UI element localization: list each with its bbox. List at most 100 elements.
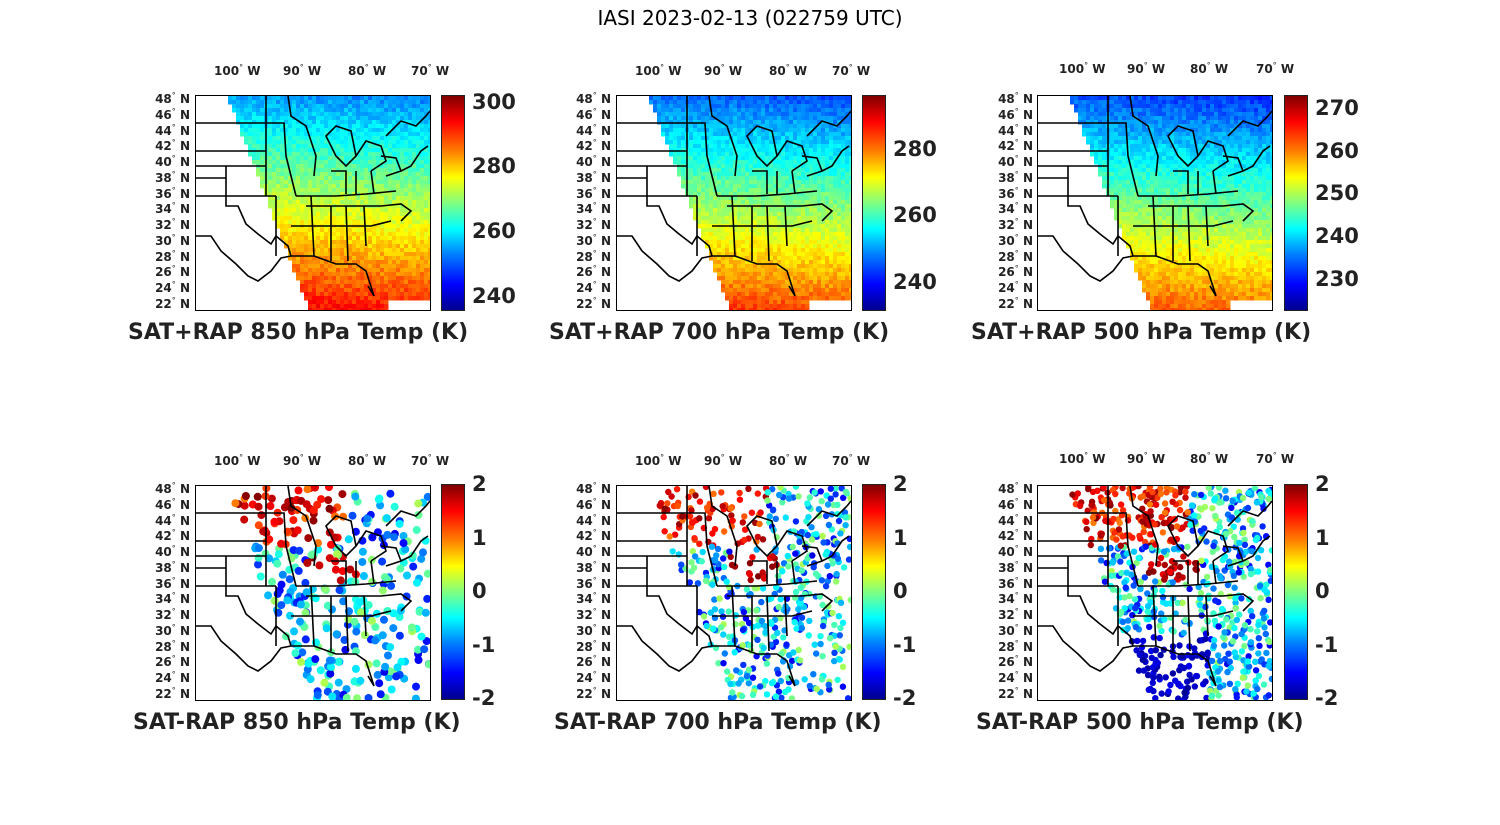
colorbar-tick-label: 240	[472, 284, 516, 309]
colorbar-tick-label: 230	[1315, 267, 1359, 292]
panel-title: SAT-RAP 700 hPa Temp (K)	[554, 710, 882, 735]
lat-label: 30° N	[998, 622, 1033, 638]
colorbar-tick-label: 240	[893, 270, 937, 295]
longitude-labels: 100° W 90° W 80° W 70° W	[551, 63, 971, 84]
lat-label: 42° N	[155, 138, 190, 154]
colorbar-tick-label: 300	[472, 89, 516, 114]
map-plot	[1037, 95, 1273, 311]
colorbar-tick-label: 260	[1315, 138, 1359, 163]
lat-label: 32° N	[998, 607, 1033, 623]
panel-sat-rap-700-temp: 100° W 90° W 80° W 70° W 48° N 46° N 44° N…	[549, 63, 971, 364]
colorbar-tick-label: 1	[893, 525, 908, 550]
lat-label: 38° N	[155, 169, 190, 185]
colorbar-tick-label: 0	[893, 579, 908, 603]
lat-label: 40° N	[155, 154, 190, 170]
colorbar-tick-label: 1	[472, 525, 487, 550]
colorbar-tick-label: 260	[893, 203, 937, 228]
colorbar-tick-label: 2	[1315, 472, 1330, 496]
colorbar	[1284, 95, 1308, 311]
lat-label: 22° N	[155, 686, 190, 701]
lat-label: 46° N	[998, 106, 1033, 122]
lat-label: 48° N	[155, 481, 190, 496]
lat-label: 44° N	[155, 122, 190, 138]
longitude-labels: 100° W 90° W 80° W 70° W	[130, 453, 550, 474]
lat-label: 30° N	[576, 232, 611, 248]
lat-label: 30° N	[576, 622, 611, 638]
lat-label: 32° N	[155, 217, 190, 233]
lat-label: 48° N	[155, 91, 190, 106]
colorbar-ticks: 2 1 0 -1 -2	[472, 473, 542, 709]
lat-label: 22° N	[998, 296, 1033, 311]
lon-label: 80° W	[1190, 451, 1229, 466]
lat-label: 22° N	[576, 686, 611, 701]
lon-label: 70° W	[1256, 61, 1295, 76]
lat-label: 40° N	[576, 154, 611, 170]
lat-label: 44° N	[576, 512, 611, 528]
lat-label: 32° N	[576, 607, 611, 623]
panel-title: SAT-RAP 850 hPa Temp (K)	[133, 710, 461, 735]
colorbar-ticks: 270 260 250 240 230	[1315, 95, 1385, 309]
lat-label: 40° N	[576, 544, 611, 560]
lat-label: 26° N	[155, 264, 190, 280]
colorbar	[862, 484, 886, 700]
lat-label: 32° N	[576, 217, 611, 233]
lat-label: 34° N	[998, 591, 1033, 607]
lat-label: 42° N	[576, 138, 611, 154]
lat-label: 24° N	[576, 280, 611, 296]
lon-label: 100° W	[1059, 61, 1106, 76]
colorbar-tick-label: 2	[472, 472, 487, 496]
panel-title: SAT+RAP 500 hPa Temp (K)	[971, 320, 1312, 345]
lat-label: 34° N	[576, 591, 611, 607]
lat-label: 38° N	[998, 169, 1033, 185]
panel-title: SAT+RAP 850 hPa Temp (K)	[128, 320, 469, 345]
lon-label: 90° W	[704, 453, 743, 468]
panel-sat-minus-rap-850-temp: 100° W 90° W 80° W 70° W 48° N 46° N 44° N…	[130, 453, 550, 754]
map-plot	[616, 485, 852, 701]
lat-label: 26° N	[155, 654, 190, 670]
lat-label: 48° N	[998, 481, 1033, 496]
colorbar-tick-label: -1	[472, 632, 496, 657]
lat-label: 26° N	[998, 654, 1033, 670]
lat-label: 36° N	[576, 185, 611, 201]
colorbar-tick-label: 2	[893, 472, 908, 496]
lat-label: 34° N	[998, 201, 1033, 217]
colorbar-tick-label: -1	[1315, 632, 1339, 657]
lon-label: 80° W	[769, 63, 808, 78]
panel-title: SAT+RAP 700 hPa Temp (K)	[549, 320, 890, 345]
lon-label: 70° W	[832, 453, 871, 468]
colorbar-tick-label: 1	[1315, 525, 1330, 550]
lon-label: 70° W	[832, 63, 871, 78]
lat-label: 30° N	[155, 232, 190, 248]
lat-label: 48° N	[998, 91, 1033, 106]
lon-label: 90° W	[1127, 451, 1166, 466]
lat-label: 28° N	[576, 638, 611, 654]
longitude-labels: 100° W 90° W 80° W 70° W	[551, 453, 971, 474]
latitude-labels: 48° N 46° N 44° N 42° N 40° N 38° N 36° N 34° N…	[973, 481, 1035, 724]
colorbar-tick-label: 0	[472, 579, 487, 603]
lat-label: 42° N	[576, 528, 611, 544]
panel-sat-rap-500-temp: 100° W 90° W 80° W 70° W 48° N 46° N 44° N…	[971, 61, 1393, 362]
map-plot	[1037, 485, 1273, 701]
lon-label: 100° W	[214, 63, 261, 78]
lon-label: 80° W	[1190, 61, 1229, 76]
lat-label: 44° N	[576, 122, 611, 138]
latitude-labels: 48° N 46° N 44° N 42° N 40° N 38° N 36° N 34° N…	[973, 91, 1035, 334]
figure-title: IASI 2023-02-13 (022759 UTC)	[597, 6, 903, 30]
colorbar-ticks: 280 260 240	[893, 95, 963, 309]
lon-label: 90° W	[283, 453, 322, 468]
lat-label: 32° N	[155, 607, 190, 623]
colorbar	[441, 484, 465, 700]
colorbar-ticks: 2 1 0 -1 -2	[1315, 473, 1385, 709]
lat-label: 22° N	[576, 296, 611, 311]
lat-label: 34° N	[155, 201, 190, 217]
colorbar-tick-label: -1	[893, 632, 917, 657]
colorbar-ticks: 2 1 0 -1 -2	[893, 473, 963, 709]
lat-label: 40° N	[998, 544, 1033, 560]
lat-label: 36° N	[998, 185, 1033, 201]
lat-label: 30° N	[155, 622, 190, 638]
lat-label: 46° N	[576, 106, 611, 122]
panel-sat-rap-850-temp: 100° W 90° W 80° W 70° W 48° N 46° N 44° N…	[128, 63, 550, 364]
lon-label: 80° W	[769, 453, 808, 468]
lat-label: 24° N	[155, 670, 190, 686]
lat-label: 22° N	[998, 686, 1033, 701]
